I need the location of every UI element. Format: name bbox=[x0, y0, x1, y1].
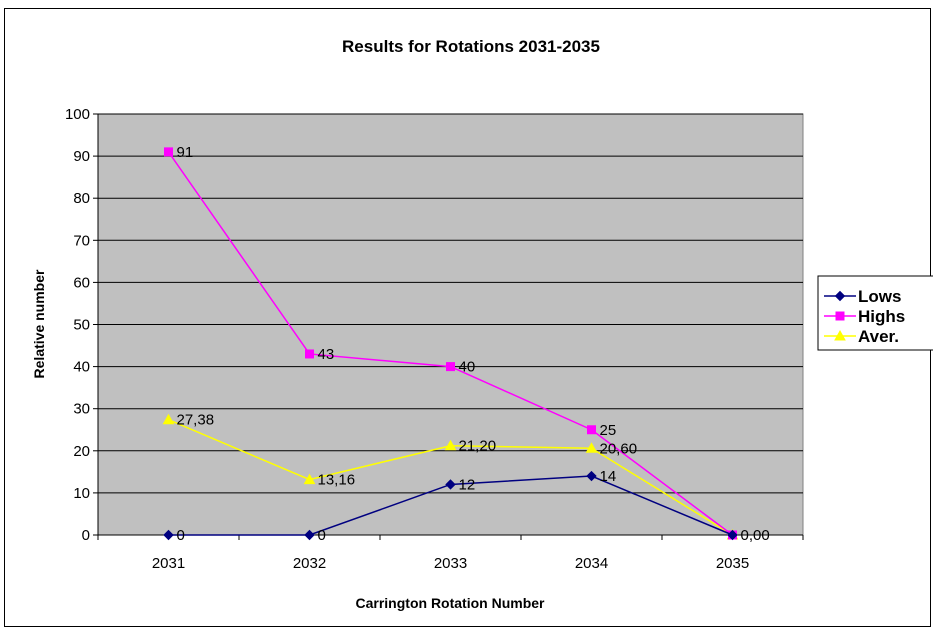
y-axis-label: Relative number bbox=[31, 269, 47, 378]
data-point bbox=[305, 349, 314, 359]
y-axis-ticks: 0 10 20 30 40 50 60 70 80 90 100 bbox=[65, 106, 98, 544]
data-label: 0 bbox=[318, 527, 326, 544]
data-label: 27,38 bbox=[177, 412, 215, 429]
data-label: 21,20 bbox=[459, 438, 497, 455]
y-tick-label: 30 bbox=[73, 401, 90, 418]
legend-label: Aver. bbox=[858, 327, 899, 346]
data-point bbox=[587, 425, 596, 435]
data-label: 14 bbox=[600, 468, 617, 485]
chart-title: Results for Rotations 2031-2035 bbox=[342, 37, 600, 56]
data-label: 0,00 bbox=[741, 527, 770, 544]
y-tick-label: 0 bbox=[82, 527, 90, 544]
x-tick-label: 2033 bbox=[434, 555, 467, 572]
y-tick-label: 60 bbox=[73, 274, 90, 291]
data-label: 0 bbox=[177, 527, 185, 544]
data-point bbox=[446, 362, 455, 372]
data-point bbox=[163, 529, 174, 541]
data-point bbox=[164, 147, 173, 157]
data-point bbox=[727, 529, 738, 541]
legend-marker bbox=[834, 290, 846, 302]
y-tick-label: 70 bbox=[73, 232, 90, 249]
y-tick-label: 90 bbox=[73, 148, 90, 165]
data-label: 91 bbox=[177, 144, 194, 161]
y-tick-label: 20 bbox=[73, 443, 90, 460]
data-point bbox=[304, 529, 315, 541]
x-tick-label: 2035 bbox=[716, 555, 749, 572]
data-label: 25 bbox=[600, 422, 617, 439]
legend-marker bbox=[834, 329, 846, 341]
data-label: 12 bbox=[459, 476, 476, 493]
data-point bbox=[303, 473, 316, 485]
data-point bbox=[585, 442, 598, 453]
series-lows bbox=[163, 470, 738, 541]
y-tick-label: 40 bbox=[73, 359, 90, 376]
data-point bbox=[445, 479, 456, 490]
y-tick-label: 100 bbox=[65, 106, 90, 123]
data-point bbox=[444, 439, 457, 451]
data-label: 40 bbox=[459, 359, 476, 376]
y-tick-label: 10 bbox=[73, 485, 90, 502]
data-label: 13,16 bbox=[318, 472, 356, 489]
data-label: 20,60 bbox=[600, 440, 638, 457]
data-point bbox=[162, 413, 175, 425]
x-axis-label: Carrington Rotation Number bbox=[356, 595, 546, 611]
legend-marker bbox=[835, 311, 845, 321]
data-point bbox=[586, 470, 597, 482]
x-tick-label: 2034 bbox=[575, 555, 608, 572]
x-tick-label: 2032 bbox=[293, 555, 326, 572]
y-tick-label: 80 bbox=[73, 190, 90, 207]
legend-label: Highs bbox=[858, 307, 905, 326]
x-axis-ticks: 2031 2032 2033 2034 2035 bbox=[97, 535, 804, 572]
x-tick-label: 2031 bbox=[152, 555, 185, 572]
gridlines bbox=[97, 113, 803, 536]
legend-label: Lows bbox=[858, 287, 901, 306]
series-layer: 0 0 12 14 91 43 40 25 27,38 13,16 21,20 20,60 0,00 bbox=[162, 144, 770, 544]
data-label: 43 bbox=[318, 346, 335, 363]
y-tick-label: 50 bbox=[73, 317, 90, 334]
